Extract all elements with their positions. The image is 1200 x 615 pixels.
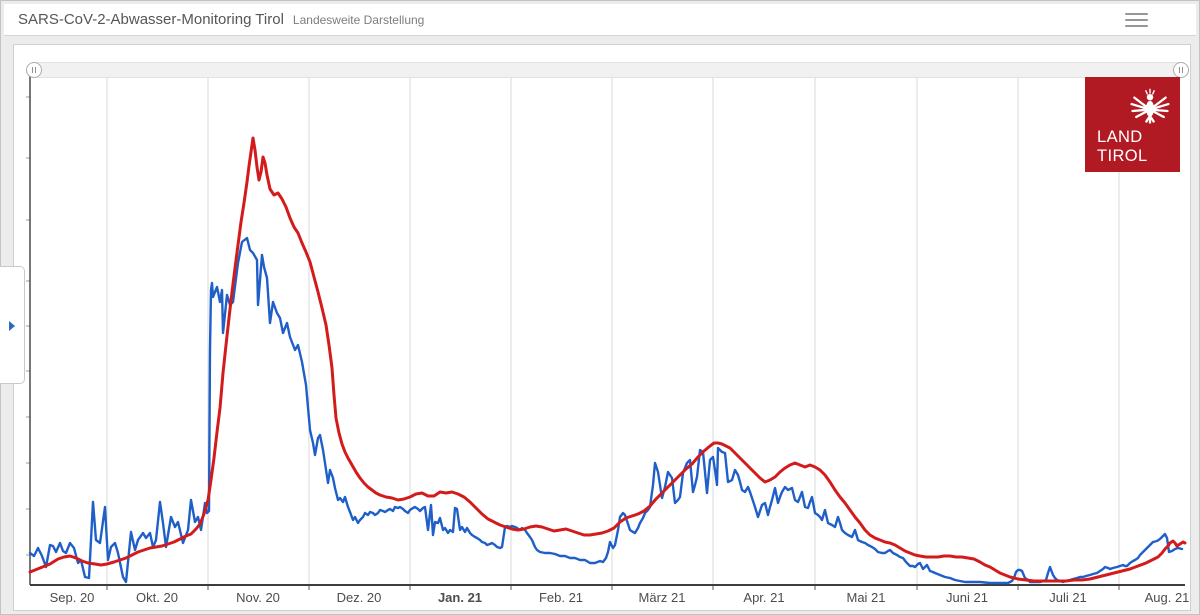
menu-bar — [1125, 19, 1148, 21]
logo-line-1: LAND — [1097, 128, 1143, 147]
x-axis-label: Juni 21 — [946, 590, 988, 605]
x-axis-label: Aug. 21 — [1144, 590, 1190, 605]
grip-line — [1179, 67, 1180, 73]
tirol-eagle-icon — [1130, 88, 1170, 124]
grip-line — [35, 67, 36, 73]
range-handle-right-icon[interactable] — [1173, 62, 1189, 78]
page-title: SARS-CoV-2-Abwasser-Monitoring Tirol — [18, 11, 284, 28]
x-axis-label: Jan. 21 — [437, 590, 483, 605]
chart-card — [13, 44, 1191, 611]
header-bar: SARS-CoV-2-Abwasser-Monitoring Tirol Lan… — [4, 4, 1196, 36]
range-handle-left-icon[interactable] — [26, 62, 42, 78]
menu-bar — [1125, 25, 1148, 27]
land-tirol-logo: LAND TIROL — [1085, 77, 1180, 172]
x-axis-label: Feb. 21 — [538, 590, 584, 605]
grip-line — [32, 67, 33, 73]
hamburger-menu-icon[interactable] — [1125, 13, 1148, 27]
logo-text: LAND TIROL — [1097, 128, 1148, 165]
logo-line-2: TIROL — [1097, 146, 1148, 165]
x-axis-label: Juli 21 — [1049, 590, 1087, 605]
x-axis-label: Dez. 20 — [336, 590, 382, 605]
x-axis-label: Okt. 20 — [136, 590, 178, 605]
x-axis-labels: Sep. 20 Okt. 20 Nov. 20 Dez. 20 Jan. 21 Feb. … — [0, 590, 1200, 608]
x-axis-label: März 21 — [638, 590, 686, 605]
x-axis-label: Sep. 20 — [49, 590, 95, 605]
expand-panel-tab[interactable] — [0, 266, 25, 384]
x-axis-label: Apr. 21 — [743, 590, 785, 605]
x-axis-label: Nov. 20 — [236, 590, 280, 605]
grip-line — [1182, 67, 1183, 73]
x-axis-label: Mai 21 — [846, 590, 886, 605]
chart-range-scrollbar[interactable] — [26, 62, 1189, 78]
expand-arrow-icon — [9, 321, 15, 331]
menu-bar — [1125, 13, 1148, 15]
page-subtitle: Landesweite Darstellung — [292, 12, 425, 27]
